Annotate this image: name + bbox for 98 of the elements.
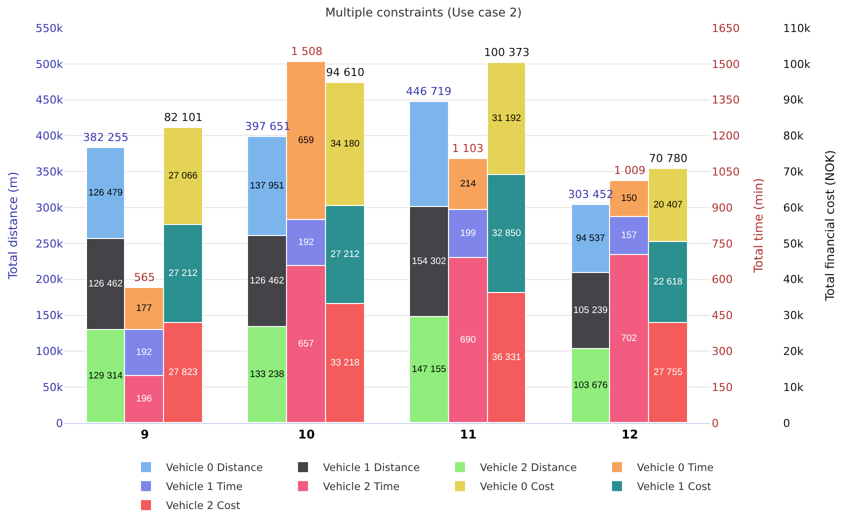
data-label: 103 676 [573, 380, 608, 391]
y3-tick-label: 70k [783, 165, 804, 178]
data-label: 27 066 [168, 170, 198, 182]
data-label: 702 [621, 333, 637, 344]
y3-tick-label: 10k [783, 380, 804, 394]
legend-label: Vehicle 1 Distance [323, 462, 420, 474]
y2-tick-label: 750 [712, 237, 733, 250]
y3-tick-label: 50k [783, 237, 804, 250]
y3-tick-label: 30k [783, 309, 804, 322]
y3-tick-label: 20k [783, 345, 804, 358]
data-label: 659 [298, 135, 314, 146]
y2-tick-label: 1050 [712, 165, 740, 178]
y-tick-label: 150k [36, 309, 64, 322]
legend-label: Vehicle 2 Time [323, 481, 400, 494]
y2-tick-label: 450 [712, 309, 733, 322]
y2-tick-label: 1200 [712, 130, 740, 143]
data-label: 177 [136, 303, 152, 314]
data-label: 31 192 [492, 113, 522, 124]
text: 1 103 [452, 142, 484, 155]
y-tick-label: 300k [36, 201, 64, 214]
y2-tick-label: 0 [712, 416, 719, 430]
total-label: 382 255 [83, 131, 128, 144]
y2-tick-label: 1350 [712, 94, 740, 107]
y2-tick-label: 1650 [712, 22, 740, 35]
y3-tick-label: 90k [783, 94, 804, 107]
y-tick-label: 50k [42, 380, 64, 394]
legend-label: Vehicle 0 Cost [480, 481, 554, 494]
y-tick-label: 500k [36, 58, 64, 71]
text: 1 009 [614, 164, 646, 177]
text: 94 610 [326, 66, 364, 79]
chart-title: Multiple constraints (Use case 2) [325, 5, 522, 20]
legend-label: Vehicle 2 Cost [166, 500, 240, 512]
data-label: 196 [136, 394, 152, 404]
data-label: 150 [621, 193, 637, 204]
y3-tick-label: 0 [783, 416, 790, 430]
data-label: 154 302 [412, 256, 446, 267]
y2-tick-label: 1500 [712, 58, 740, 71]
y-tick-label: 250k [36, 237, 64, 250]
data-label: 33 218 [330, 358, 360, 368]
data-label: 690 [460, 334, 476, 346]
y3-tick-label: 100k [783, 58, 812, 71]
data-label: 22 618 [653, 276, 683, 288]
y3-tick-label: 110k [783, 22, 812, 35]
data-label: 27 755 [653, 367, 683, 378]
legend-label: Vehicle 0 Time [637, 462, 714, 474]
text: 82 101 [164, 111, 202, 124]
data-label: 214 [460, 178, 476, 190]
y-axis-title: Total distance (m) [6, 172, 20, 280]
text: 100 373 [484, 46, 530, 59]
data-label: 192 [136, 347, 152, 358]
data-label: 32 850 [492, 228, 522, 239]
data-label: 126 462 [250, 276, 284, 286]
data-label: 20 407 [653, 200, 683, 210]
data-label: 147 155 [412, 364, 446, 375]
data-label: 27 823 [168, 367, 198, 378]
y-tick-label: 450k [36, 94, 64, 107]
data-label: 192 [298, 237, 314, 248]
y3-tick-label: 40k [783, 273, 804, 286]
data-label: 199 [460, 228, 476, 239]
y2-axis-title: Total time (min) [752, 178, 766, 274]
text: 70 780 [649, 152, 688, 165]
y2-tick-label: 600 [712, 273, 733, 286]
y-tick-label: 400k [36, 130, 64, 143]
data-label: 105 239 [573, 305, 608, 316]
text: 565 [134, 271, 155, 284]
y-tick-label: 350k [36, 165, 64, 178]
data-label: 137 951 [250, 180, 284, 192]
data-label: 157 [621, 230, 637, 241]
data-label: 129 314 [88, 370, 123, 382]
legend-label: Vehicle 1 Cost [637, 481, 712, 494]
y-tick-label: 100k [36, 345, 64, 358]
total-label: 446 719 [406, 85, 452, 98]
x-tick-label: 11 [460, 427, 477, 442]
data-label: 657 [298, 338, 314, 350]
y-tick-label: 200k [36, 273, 64, 286]
y2-tick-label: 900 [712, 201, 733, 214]
legend-label: Vehicle 1 Time [166, 481, 243, 494]
y2-tick-label: 300 [712, 345, 733, 358]
x-tick-label: 10 [298, 427, 315, 442]
y3-tick-label: 60k [783, 201, 804, 214]
y-tick-label: 0 [56, 416, 63, 430]
legend-label: Vehicle 2 Distance [480, 462, 577, 474]
data-label: 27 212 [168, 268, 198, 279]
text: 1 508 [291, 45, 322, 58]
legend-label: Vehicle 0 Distance [166, 462, 263, 474]
y3-axis-title: Total financial cost (NOK) [823, 150, 838, 302]
data-label: 34 180 [330, 138, 360, 150]
data-label: 126 479 [88, 188, 123, 198]
y2-tick-label: 150 [712, 380, 733, 394]
data-label: 133 238 [250, 369, 284, 380]
data-label: 27 212 [330, 249, 360, 260]
y-tick-label: 550k [36, 22, 64, 35]
data-label: 126 462 [88, 278, 123, 290]
data-label: 94 537 [576, 233, 606, 244]
y3-tick-label: 80k [783, 130, 804, 143]
data-label: 36 331 [492, 352, 522, 363]
x-tick-label: 9 [140, 427, 150, 442]
x-tick-label: 12 [622, 427, 638, 442]
